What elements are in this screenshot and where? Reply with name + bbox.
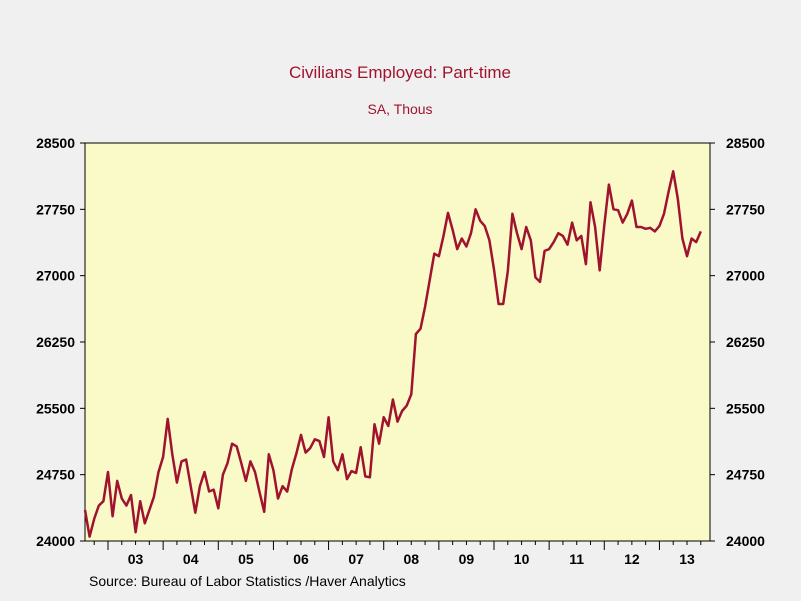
plot-area [84, 142, 711, 542]
x-axis: 03 04 05 06 07 08 09 10 11 12 13 [93, 541, 702, 567]
x-tick-label: 05 [238, 551, 254, 567]
x-tick-label: 03 [128, 551, 144, 567]
y-tick-label-right: 24000 [726, 533, 765, 549]
chart-subtitle: SA, Thous [367, 101, 432, 117]
y-tick-label-right: 28500 [726, 135, 765, 151]
y-tick-label-left: 28500 [36, 135, 75, 151]
x-tick-label: 08 [403, 551, 419, 567]
y-axis-left: 24000 24750 25500 26250 27000 27750 28500 [36, 135, 85, 549]
y-tick-label-right: 26250 [726, 334, 765, 350]
x-tick-label: 09 [459, 551, 475, 567]
y-tick-label-left: 24750 [36, 467, 75, 483]
y-tick-label-right: 24750 [726, 467, 765, 483]
source-note: Source: Bureau of Labor Statistics /Have… [89, 573, 406, 589]
y-tick-label-left: 25500 [36, 400, 75, 416]
series-group [83, 170, 702, 538]
x-tick-label: 13 [679, 551, 695, 567]
y-tick-label-left: 27750 [36, 201, 75, 217]
x-tick-label: 04 [183, 551, 199, 567]
x-tick-label: 10 [514, 551, 530, 567]
x-tick-label: 07 [348, 551, 364, 567]
x-tick-label: 06 [293, 551, 309, 567]
chart-title: Civilians Employed: Part-time [289, 63, 511, 82]
y-tick-label-right: 25500 [726, 400, 765, 416]
y-tick-label-right: 27750 [726, 201, 765, 217]
y-tick-label-right: 27000 [726, 268, 765, 284]
y-tick-label-left: 26250 [36, 334, 75, 350]
series-line-0 [83, 170, 702, 538]
y-tick-label-left: 27000 [36, 268, 75, 284]
y-tick-label-left: 24000 [36, 533, 75, 549]
x-tick-label: 12 [624, 551, 640, 567]
y-axis-right: 24000 24750 25500 26250 27000 27750 28500 [710, 135, 765, 549]
x-tick-label: 11 [569, 551, 584, 567]
